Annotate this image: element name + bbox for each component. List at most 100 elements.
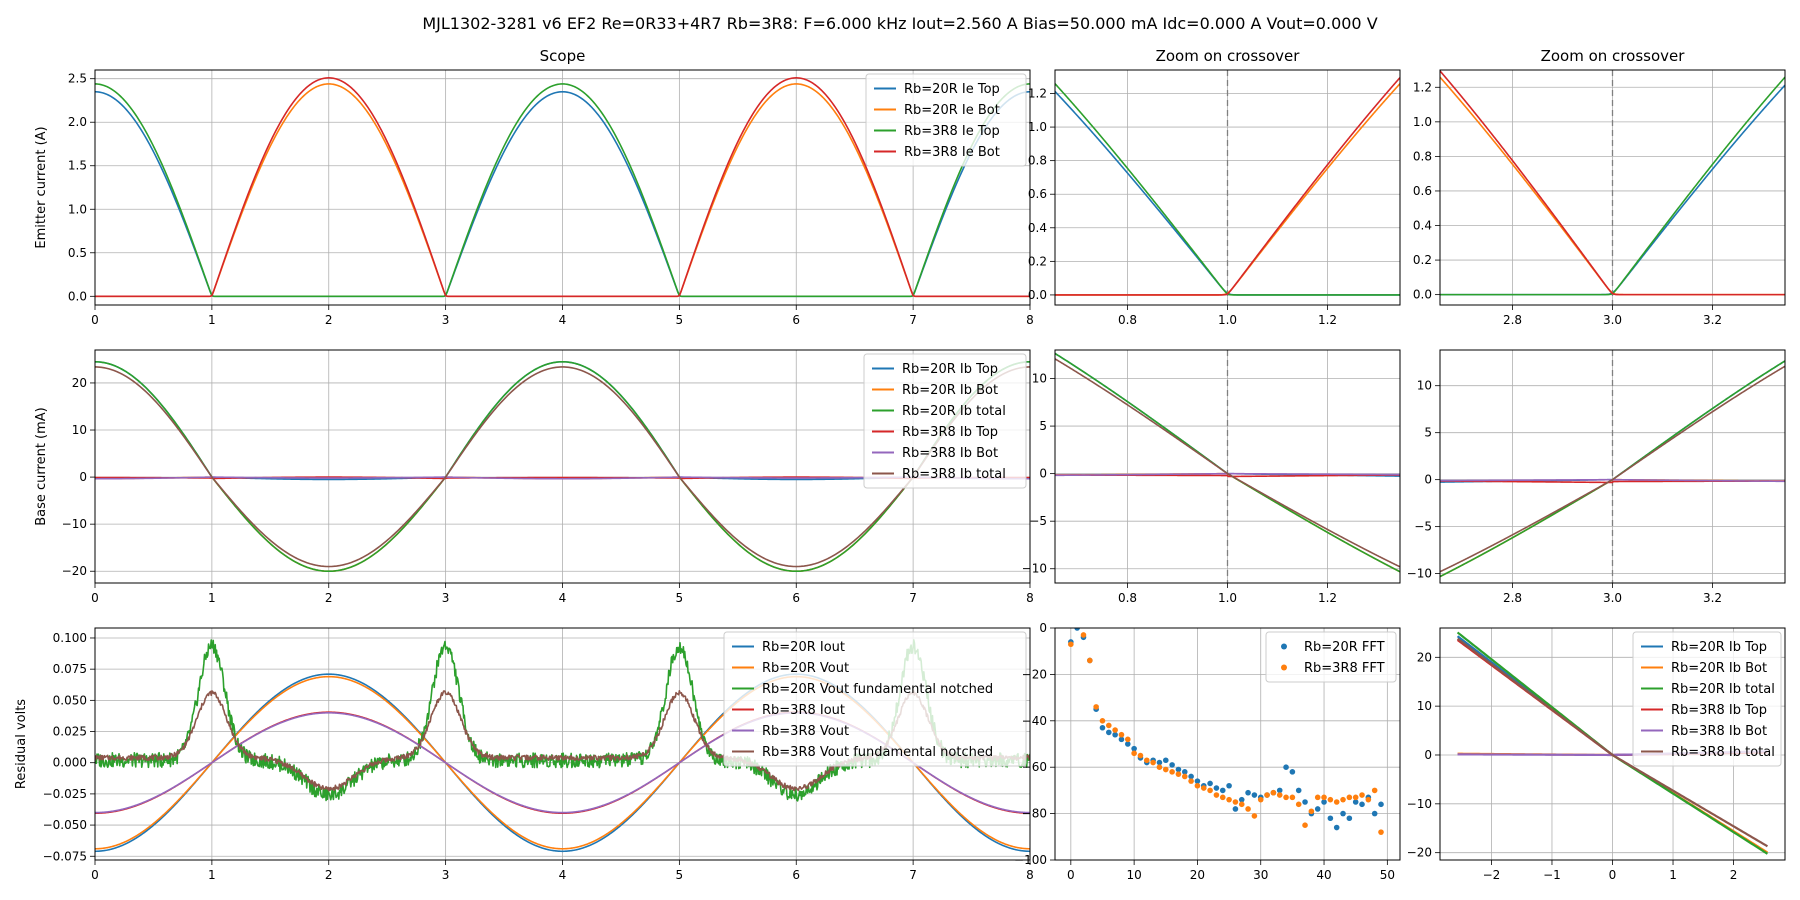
fft-point bbox=[1359, 801, 1365, 808]
y-tick-label: 0 bbox=[1424, 473, 1432, 487]
y-tick-label: 1.0 bbox=[68, 202, 87, 216]
y-tick-label: 5 bbox=[1424, 426, 1432, 440]
y-tick-label: −20 bbox=[62, 564, 87, 578]
axes-frame bbox=[1054, 349, 1401, 584]
fft-point bbox=[1264, 792, 1270, 798]
series-3 bbox=[95, 77, 1030, 298]
axes-frame bbox=[94, 69, 1031, 306]
x-tick-label: 4 bbox=[559, 313, 567, 327]
y-tick-label: −5 bbox=[1414, 520, 1432, 534]
fft-point bbox=[1276, 787, 1283, 794]
x-tick-label: 3 bbox=[442, 591, 450, 605]
fft-point bbox=[1340, 796, 1346, 803]
y-tick-label: −10 bbox=[62, 517, 87, 531]
fft-point bbox=[1112, 727, 1118, 733]
legend-label: Rb=3R8 Ib total bbox=[902, 467, 1006, 482]
x-tick-label: 50 bbox=[1380, 868, 1395, 882]
fft-point bbox=[1365, 796, 1372, 803]
fft-point bbox=[1378, 801, 1384, 808]
series-3 bbox=[1055, 77, 1400, 296]
legend-label: Rb=20R Ib total bbox=[1671, 682, 1775, 697]
axes-frame bbox=[94, 627, 1031, 861]
y-tick-label: −40 bbox=[1022, 714, 1047, 728]
fft-point bbox=[1093, 704, 1099, 710]
fft-point bbox=[1169, 762, 1175, 768]
y-tick-label: 5 bbox=[1039, 419, 1047, 433]
fft-point bbox=[1099, 724, 1106, 731]
fft-point bbox=[1188, 778, 1194, 784]
figure-title: MJL1302-3281 v6 EF2 Re=0R33+4R7 Rb=3R8: … bbox=[422, 14, 1378, 33]
axes-frame bbox=[94, 349, 1031, 584]
y-tick-label: 10 bbox=[1032, 372, 1047, 386]
y-tick-label: 1.0 bbox=[1028, 120, 1047, 134]
fft-point bbox=[1226, 782, 1232, 789]
x-tick-label: 8 bbox=[1026, 868, 1034, 882]
x-tick-label: 3 bbox=[442, 868, 450, 882]
legend-label: Rb=3R8 Ib Bot bbox=[902, 446, 998, 461]
x-tick-label: 0.8 bbox=[1118, 591, 1137, 605]
fft-point bbox=[1302, 822, 1308, 828]
x-tick-label: 4 bbox=[559, 591, 567, 605]
y-tick-label: 0.4 bbox=[1028, 221, 1047, 235]
y-tick-label: 0.0 bbox=[1028, 288, 1047, 302]
fft-point bbox=[1162, 757, 1169, 764]
y-tick-label: 10 bbox=[1417, 699, 1432, 713]
panel-scope_emitter: 0 1 2 3 4 5 6 7 8 0.0 0.5 1.0 1.5 2.0 2.5 Scope Emitter … bbox=[34, 47, 1034, 327]
fft-point bbox=[1213, 785, 1220, 791]
legend-label: Rb=20R Vout fundamental notched bbox=[762, 682, 993, 697]
fft-point bbox=[1232, 799, 1239, 805]
y-tick-label: 0.2 bbox=[1028, 254, 1047, 268]
fft-point bbox=[1270, 789, 1277, 796]
legend-marker bbox=[1281, 664, 1287, 671]
axes-frame bbox=[1439, 627, 1786, 861]
fft-point bbox=[1276, 792, 1283, 798]
legend-box bbox=[865, 73, 1027, 167]
fft-point bbox=[1106, 722, 1112, 729]
x-tick-label: 0 bbox=[91, 868, 99, 882]
fft-point bbox=[1175, 771, 1182, 777]
y-tick-label: 0 bbox=[1039, 621, 1047, 635]
fft-point bbox=[1080, 632, 1087, 638]
y-tick-label: −10 bbox=[1022, 562, 1047, 576]
fft-point bbox=[1371, 810, 1378, 817]
y-tick-label: 0.5 bbox=[68, 246, 87, 260]
legend: Rb=20R Ib Top Rb=20R Ib Bot Rb=20R Ib tota… bbox=[1632, 631, 1782, 767]
x-tick-label: 0 bbox=[1609, 868, 1617, 882]
fft-point bbox=[1340, 810, 1346, 817]
x-tick-label: 1.2 bbox=[1318, 591, 1337, 605]
legend: Rb=20R Ib Top Rb=20R Ib Bot Rb=20R Ib tota… bbox=[863, 353, 1027, 489]
x-tick-label: −2 bbox=[1483, 868, 1501, 882]
legend-box bbox=[1632, 631, 1782, 767]
x-tick-label: 5 bbox=[676, 591, 684, 605]
fft-point bbox=[1118, 736, 1125, 743]
x-tick-label: 8 bbox=[1026, 313, 1034, 327]
plot-area bbox=[1055, 350, 1400, 583]
x-tick-label: 5 bbox=[676, 313, 684, 327]
fft-point bbox=[1194, 782, 1201, 789]
fft-point bbox=[1333, 799, 1340, 805]
x-tick-label: 3.0 bbox=[1603, 313, 1622, 327]
legend-label: Rb=20R Ib Top bbox=[1671, 640, 1767, 655]
series-3 bbox=[1440, 70, 1785, 296]
y-tick-label: 0.8 bbox=[1028, 154, 1047, 168]
x-tick-label: 40 bbox=[1316, 868, 1331, 882]
fft-point bbox=[1162, 766, 1169, 773]
legend-label: Rb=3R8 Ib Bot bbox=[1671, 724, 1767, 739]
x-tick-label: 0 bbox=[91, 313, 99, 327]
y-tick-label: 2.5 bbox=[68, 72, 87, 86]
fft-point bbox=[1321, 799, 1327, 805]
y-tick-label: 0.8 bbox=[1413, 149, 1432, 163]
fft-point bbox=[1219, 787, 1226, 794]
fft-point bbox=[1314, 806, 1321, 812]
panel-title: Zoom on crossover bbox=[1156, 47, 1301, 65]
y-tick-label: 0.0 bbox=[68, 289, 87, 303]
fft-point bbox=[1074, 628, 1080, 631]
fft-point bbox=[1289, 794, 1296, 801]
panel-scope_residual: 0 1 2 3 4 5 6 7 8 −0.075 −0.050 −0.025 0.000 0.025 0.0… bbox=[14, 627, 1034, 882]
fft-point bbox=[1112, 731, 1118, 738]
fft-point bbox=[1314, 794, 1321, 801]
y-tick-label: −0.050 bbox=[43, 818, 87, 832]
legend-label: Rb=3R8 FFT bbox=[1304, 661, 1385, 676]
fft-point bbox=[1181, 769, 1188, 775]
legend-label: Rb=20R Ie Top bbox=[904, 82, 1000, 97]
